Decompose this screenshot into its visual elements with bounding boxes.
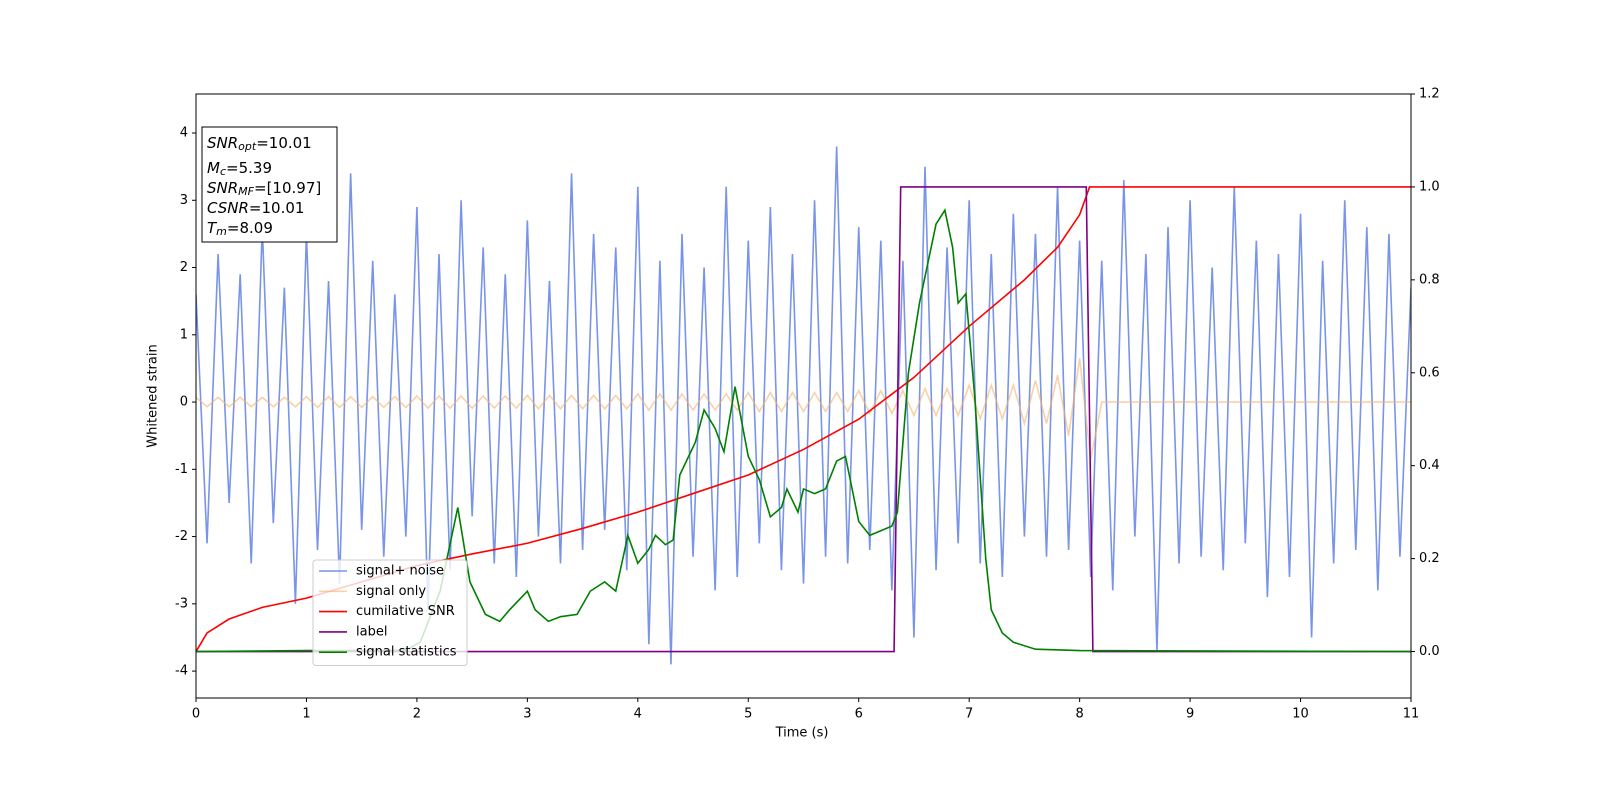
annotation-main: CSNR: [207, 199, 249, 217]
legend-label: cumilative SNR: [356, 604, 455, 619]
annotation-sub: opt: [238, 140, 257, 153]
y-tick-label: -1: [175, 462, 188, 477]
y-tick-label: -3: [175, 596, 188, 611]
y2-tick-label: 0.0: [1419, 644, 1440, 659]
x-tick-label: 0: [192, 707, 200, 722]
y2-tick-label: 0.2: [1419, 551, 1440, 566]
annotation: Mc=5.39: [207, 159, 272, 179]
series-line: [196, 208, 1411, 653]
x-tick-label: 1: [302, 707, 310, 722]
legend-label: signal statistics: [356, 645, 457, 660]
annotation-box: [201, 126, 338, 243]
y-tick-label: 4: [180, 126, 188, 141]
annotation-main: SNR: [207, 179, 238, 197]
y-tick-label: 3: [180, 193, 188, 208]
annotation-main: SNR: [207, 134, 238, 152]
y-tick-label: 2: [180, 260, 188, 275]
y2-tick-label: 1.0: [1419, 179, 1440, 194]
x-tick-label: 3: [523, 707, 531, 722]
y-tick-label: -2: [175, 529, 188, 544]
legend-box: [312, 559, 468, 666]
annotation-sub: m: [216, 225, 227, 238]
annotation: SNRopt=10.01: [207, 134, 312, 154]
plot-frame: [195, 93, 1412, 699]
annotation: CSNR=10.01: [207, 199, 304, 217]
y2-tick-label: 0.6: [1419, 365, 1440, 380]
annotation-sub: MF: [238, 185, 254, 198]
x-tick-label: 9: [1186, 707, 1194, 722]
x-tick-label: 4: [634, 707, 642, 722]
x-tick-label: 6: [855, 707, 863, 722]
annotation: SNRMF=[10.97]: [207, 179, 321, 199]
series-line: [196, 146, 1411, 665]
x-tick-label: 2: [413, 707, 421, 722]
y-tick-label: 1: [180, 327, 188, 342]
y2-tick-label: 1.2: [1419, 87, 1440, 102]
series-line: [196, 358, 1411, 460]
y-axis-label: Whitened strain: [146, 344, 161, 447]
x-tick-label: 10: [1292, 707, 1309, 722]
y2-tick-label: 0.8: [1419, 272, 1440, 287]
legend-label: signal+ noise: [356, 564, 444, 579]
annotation-rest: =10.01: [256, 134, 312, 152]
y-tick-label: -4: [175, 664, 188, 679]
y-tick-label: 0: [180, 395, 188, 410]
annotation-rest: =8.09: [227, 219, 273, 237]
annotation: Tm=8.09: [207, 219, 273, 239]
x-tick-label: 11: [1403, 707, 1420, 722]
x-tick-label: 7: [965, 707, 973, 722]
annotation-rest: =[10.97]: [254, 179, 321, 197]
legend-label: signal only: [356, 584, 426, 599]
legend-label: label: [356, 624, 387, 639]
x-tick-label: 5: [744, 707, 752, 722]
annotation-rest: =5.39: [226, 159, 272, 177]
x-tick-label: 8: [1075, 707, 1083, 722]
annotation-main: M: [207, 159, 220, 177]
y2-tick-label: 0.4: [1419, 458, 1440, 473]
annotation-main: T: [207, 219, 218, 237]
x-axis-label: Time (s): [775, 726, 829, 741]
series-line: [196, 186, 1411, 652]
annotation-sub: c: [220, 165, 226, 178]
annotation-rest: =10.01: [249, 199, 305, 217]
